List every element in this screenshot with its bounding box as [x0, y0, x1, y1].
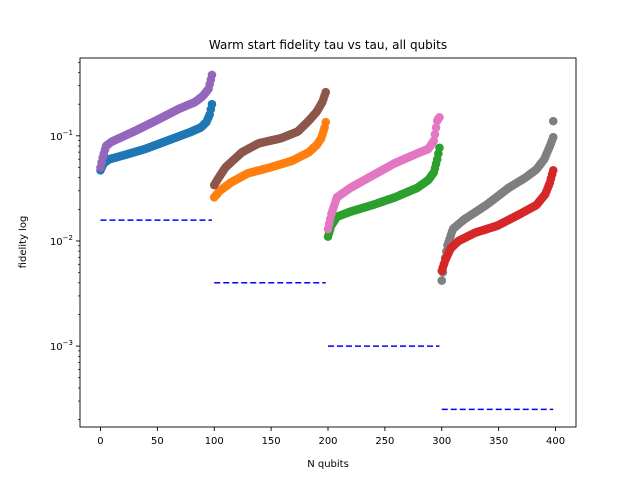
- scatter-series: [96, 99, 217, 175]
- scatter-series: [323, 143, 444, 241]
- y-tick-label: 10−1: [50, 129, 73, 143]
- scatter-series: [437, 166, 558, 276]
- scatter-series: [548, 116, 558, 126]
- data-point: [548, 116, 558, 126]
- data-point: [207, 99, 217, 109]
- x-tick-label: 50: [151, 436, 164, 447]
- x-tick-label: 150: [262, 436, 281, 447]
- x-tick-label: 0: [97, 436, 103, 447]
- data-point: [321, 87, 331, 97]
- x-tick-label: 400: [546, 436, 565, 447]
- scatter-series: [96, 70, 217, 172]
- chart-title: Warm start fidelity tau vs tau, all qubi…: [209, 38, 447, 52]
- x-tick-label: 250: [375, 436, 394, 447]
- data-point: [207, 70, 217, 80]
- y-tick-label: 10−2: [50, 234, 73, 248]
- plot-marks: [96, 70, 558, 411]
- x-axis: 0 50 100 150 200 250 300 350 400: [97, 427, 565, 447]
- data-point: [431, 123, 441, 132]
- scatter-series: [323, 113, 444, 234]
- data-point: [548, 166, 558, 175]
- data-point: [435, 113, 444, 122]
- scatter-series: [209, 87, 331, 190]
- y-axis-label: fidelity log: [18, 216, 29, 269]
- data-point: [548, 132, 558, 142]
- x-tick-label: 350: [489, 436, 508, 447]
- data-point: [430, 130, 440, 139]
- x-tick-label: 200: [318, 436, 337, 447]
- scatter-series: [209, 117, 331, 202]
- data-point: [437, 276, 447, 285]
- y-axis: 10−3 10−2 10−1: [50, 62, 80, 420]
- x-axis-label: N qubits: [307, 459, 349, 470]
- data-point: [321, 117, 331, 127]
- data-point: [435, 143, 444, 153]
- data-point: [429, 136, 439, 146]
- x-tick-label: 300: [432, 436, 451, 447]
- x-tick-label: 100: [205, 436, 224, 447]
- y-tick-label: 10−3: [50, 339, 73, 353]
